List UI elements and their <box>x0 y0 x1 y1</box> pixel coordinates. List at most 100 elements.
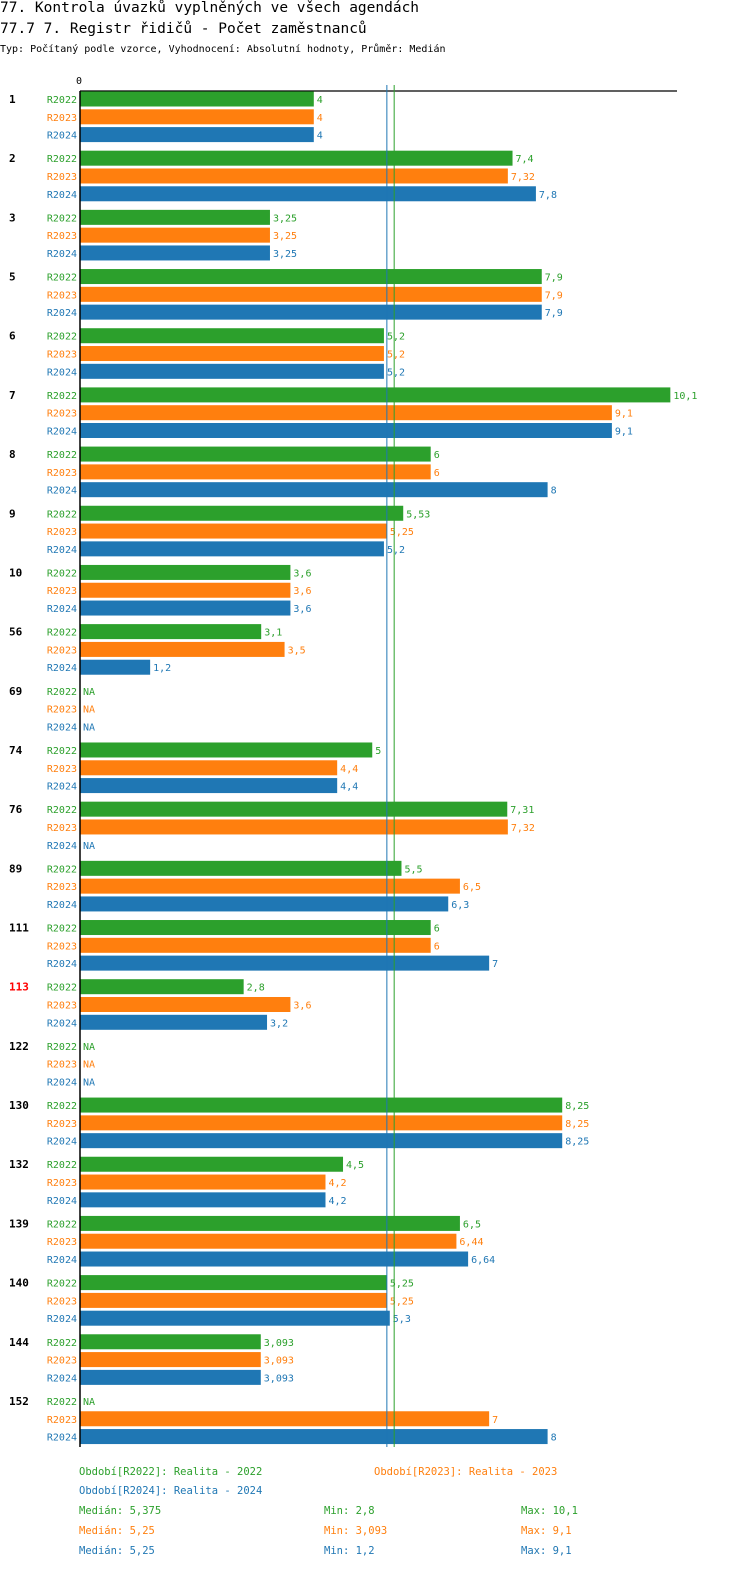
series-label: R2023 <box>47 586 77 597</box>
value-label: 4,5 <box>346 1160 364 1171</box>
bar <box>80 1292 387 1308</box>
group-label: 10 <box>9 566 22 579</box>
value-label: 7,8 <box>539 190 557 201</box>
stat-max-r2024: Max: 9,1 <box>521 1545 572 1557</box>
group-label: 122 <box>9 1040 29 1053</box>
series-label: R2024 <box>47 663 77 674</box>
series-label: R2024 <box>47 486 77 497</box>
series-label: R2023 <box>47 290 77 301</box>
value-label: 5,53 <box>406 509 430 520</box>
group-label: 144 <box>9 1336 29 1349</box>
group-label: 6 <box>9 330 16 343</box>
bar <box>80 446 431 462</box>
stat-min-r2022: Min: 2,8 <box>324 1505 375 1517</box>
value-label: 5,2 <box>387 332 405 343</box>
value-label: 4,4 <box>340 764 358 775</box>
series-label: R2023 <box>47 172 77 183</box>
bar <box>80 423 612 438</box>
value-label: 8 <box>551 486 557 497</box>
bar <box>80 979 244 995</box>
bar <box>80 405 612 421</box>
bar <box>80 109 314 125</box>
value-label: 5,2 <box>387 367 405 378</box>
series-label: R2023 <box>47 1178 77 1189</box>
value-label: 7 <box>492 1415 498 1426</box>
series-label: R2023 <box>47 1296 77 1307</box>
value-label: 6,44 <box>459 1237 483 1248</box>
bar <box>80 600 291 616</box>
value-label: 3,25 <box>273 231 297 242</box>
series-label: R2024 <box>47 308 77 319</box>
group-label: 8 <box>9 448 16 461</box>
group-label: 132 <box>9 1158 29 1171</box>
stat-median-r2024: Medián: 5,25 <box>79 1545 155 1557</box>
bar <box>80 269 542 285</box>
series-label: R2022 <box>47 568 77 579</box>
bar <box>80 186 536 202</box>
bar <box>80 304 542 320</box>
series-label: R2024 <box>47 1373 77 1384</box>
series-label: R2022 <box>47 1160 77 1171</box>
series-label: R2024 <box>47 367 77 378</box>
series-label: R2022 <box>47 746 77 757</box>
bar <box>80 760 338 776</box>
value-label: 7,32 <box>511 823 535 834</box>
value-label: 3,6 <box>293 604 311 615</box>
group-label: 111 <box>9 922 29 935</box>
value-label: 8,25 <box>565 1101 589 1112</box>
bar <box>80 150 513 166</box>
value-label: 4 <box>317 95 323 106</box>
value-label: 6 <box>434 941 440 952</box>
bar <box>80 1115 563 1131</box>
bar <box>80 363 384 379</box>
value-label: 2,8 <box>247 983 265 994</box>
series-label: R2022 <box>47 1219 77 1230</box>
series-label: R2024 <box>47 722 77 733</box>
series-label: R2023 <box>47 882 77 893</box>
value-label: 3,25 <box>273 249 297 260</box>
series-label: R2024 <box>47 1137 77 1148</box>
series-label: R2023 <box>47 1415 77 1426</box>
bar <box>80 659 151 675</box>
group-label: 3 <box>9 211 16 224</box>
bar <box>80 245 270 261</box>
value-label: 5,25 <box>390 1296 414 1307</box>
series-label: R2022 <box>47 213 77 224</box>
group-label: 2 <box>9 152 16 165</box>
stat-min-r2024: Min: 1,2 <box>324 1545 375 1557</box>
bar <box>80 1429 548 1445</box>
value-label: 5,3 <box>393 1314 411 1325</box>
value-label: 9,1 <box>615 427 633 438</box>
value-label: 3,6 <box>293 586 311 597</box>
group-label: 9 <box>9 507 16 520</box>
value-label: 3,5 <box>288 645 306 656</box>
series-label: R2024 <box>47 1314 77 1325</box>
value-label: 6 <box>434 450 440 461</box>
bar <box>80 1369 261 1385</box>
series-label: R2023 <box>47 705 77 716</box>
series-label: R2022 <box>47 273 77 284</box>
bar <box>80 801 508 817</box>
value-label: NA <box>83 1042 95 1053</box>
bar <box>80 1275 387 1291</box>
bar <box>80 1097 563 1113</box>
value-label: 5,5 <box>404 864 422 875</box>
bar <box>80 541 384 557</box>
series-label: R2024 <box>47 959 77 970</box>
series-label: R2024 <box>47 249 77 260</box>
value-label: NA <box>83 1397 95 1408</box>
series-label: R2024 <box>47 1018 77 1029</box>
value-label: 5,2 <box>387 350 405 361</box>
series-label: R2022 <box>47 1279 77 1290</box>
bar <box>80 387 671 403</box>
value-label: 8 <box>551 1433 557 1444</box>
bar <box>80 564 291 580</box>
group-label: 140 <box>9 1277 29 1290</box>
value-label: 8,25 <box>565 1119 589 1130</box>
series-label: R2022 <box>47 1101 77 1112</box>
bar <box>80 624 262 640</box>
bar <box>80 778 338 794</box>
value-label: 3,093 <box>264 1373 294 1384</box>
series-label: R2023 <box>47 1237 77 1248</box>
series-label: R2023 <box>47 823 77 834</box>
